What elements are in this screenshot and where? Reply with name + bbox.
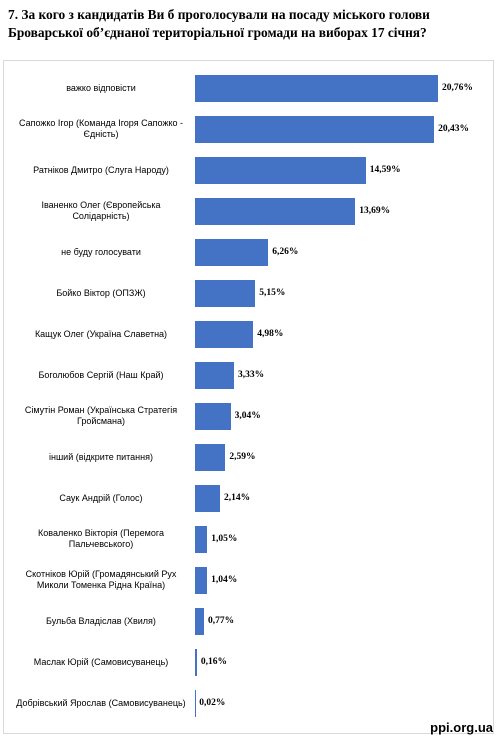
watermark: ppi.org.ua: [430, 720, 493, 735]
category-label: Сапожко Ігор (Команда Ігоря Сапожко - Єд…: [18, 118, 184, 139]
bar: [195, 648, 197, 676]
value-label: 3,33%: [237, 370, 265, 380]
bar: [195, 238, 269, 266]
chart-frame: [3, 60, 494, 734]
chart-title: 7. За кого з кандидатів Ви б проголосува…: [8, 7, 430, 40]
category-label: Кащук Олег (Україна Славетна): [34, 328, 168, 339]
category-label: важко відповісти: [66, 82, 136, 93]
bar: [195, 156, 366, 184]
value-label: 2,59%: [229, 452, 256, 462]
bar: [195, 279, 256, 307]
category-label: Добрівський Ярослав (Самовисуванець): [16, 697, 186, 708]
bar: [195, 484, 221, 512]
bar: [195, 197, 356, 225]
category-label: Ратніков Дмитро (Слуга Народу): [33, 164, 169, 175]
value-label: 4,98%: [257, 329, 284, 339]
bar: [195, 525, 208, 553]
bar: [195, 320, 254, 348]
value-label: 1,05%: [211, 534, 238, 544]
value-label: 20,43%: [438, 124, 469, 134]
category-label: Коваленко Вікторія (Перемога Пальчевсько…: [38, 528, 164, 549]
category-label: Іваненко Олег (Європейська Солідарність): [41, 200, 161, 221]
value-label: 3,04%: [234, 411, 261, 421]
category-label: Маслак Юрій (Самовисуванець): [33, 656, 169, 667]
bar: [195, 566, 208, 594]
bar: [195, 402, 231, 430]
value-label: 14,59%: [369, 165, 401, 175]
category-label: Сімутін Роман (Українська Стратегія Грой…: [24, 405, 178, 426]
bar: [195, 361, 234, 389]
category-label: Скотніков Юрій (Громадянський Рух Миколи…: [25, 569, 177, 590]
category-label: не буду голосувати: [61, 246, 141, 257]
value-label: 2,14%: [224, 493, 251, 503]
category-label: Бульба Владіслав (Хвиля): [46, 615, 156, 626]
category-label: Саук Андрій (Голос): [59, 492, 143, 503]
bar: [195, 607, 204, 635]
value-label: 0,02%: [199, 698, 226, 708]
value-label: 5,15%: [259, 288, 286, 298]
value-label: 1,04%: [211, 575, 238, 585]
value-label: 0,77%: [208, 616, 235, 626]
bar: [195, 74, 438, 102]
category-label: Боголюбов Сергій (Наш Край): [38, 369, 164, 380]
bar: [195, 115, 435, 143]
bar: [195, 443, 226, 471]
value-label: 6,26%: [272, 247, 299, 257]
category-label: Бойко Віктор (ОПЗЖ): [56, 287, 146, 298]
value-label: 13,69%: [359, 206, 391, 216]
value-label: 20,76%: [442, 83, 473, 93]
category-label: інший (відкрите питання): [48, 451, 153, 462]
value-label: 0,16%: [200, 657, 227, 667]
